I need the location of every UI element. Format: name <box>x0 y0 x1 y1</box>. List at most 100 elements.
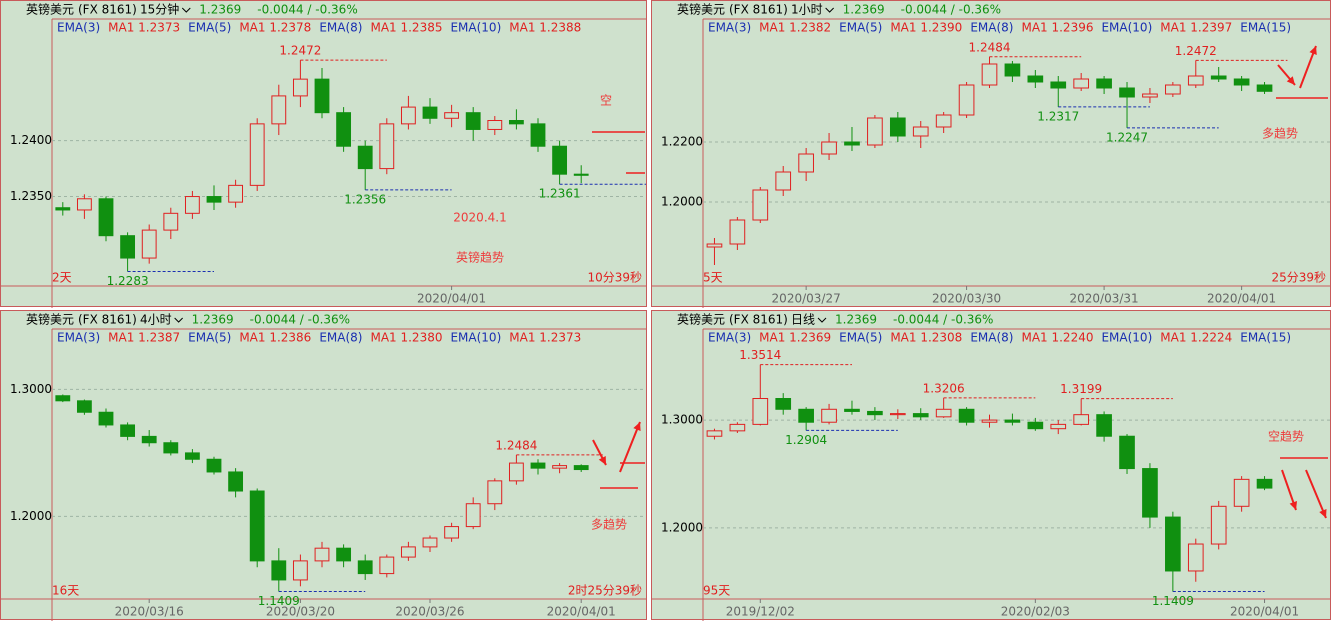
candle-body <box>141 229 157 259</box>
candle-body <box>249 123 265 186</box>
corner-right: 10分39秒 <box>587 271 642 285</box>
extreme-label: 1.2247 <box>1106 130 1148 144</box>
candle-body <box>1165 84 1181 95</box>
candle-body <box>552 465 568 469</box>
candle-body <box>163 212 179 231</box>
candle-body <box>508 462 524 482</box>
period-selector[interactable]: 日线 <box>791 313 815 327</box>
indicator-label: EMA(3) <box>708 331 751 345</box>
indicator-label: EMA(10) <box>450 21 501 35</box>
indicator-label: EMA(15) <box>1240 21 1291 35</box>
candle-body <box>912 126 929 137</box>
x-tick-label: 2020/04/01 <box>547 605 616 619</box>
indicator-label: MA1 1.2373 <box>108 21 180 35</box>
indicator-label: EMA(10) <box>1101 21 1152 35</box>
indicator-label: MA1 1.2396 <box>1021 21 1093 35</box>
candle-body <box>1096 414 1112 437</box>
extreme-label: 1.1409 <box>258 594 300 608</box>
symbol-code: (FX 8161) <box>729 313 788 327</box>
annotation: 空 <box>600 94 612 108</box>
candle-body <box>487 120 503 130</box>
candle-body <box>867 410 883 416</box>
candle-body <box>752 189 769 221</box>
last-price: 1.2369 <box>192 313 234 327</box>
corner-right: 2时25分39秒 <box>568 584 642 598</box>
header-bar <box>652 1 1330 19</box>
candle-body <box>935 114 952 128</box>
x-tick-label: 2020/03/31 <box>1070 292 1139 306</box>
price-change: -0.0044 / -0.36% <box>250 313 350 327</box>
candle-body <box>184 196 200 214</box>
arrow-head <box>1309 46 1317 55</box>
candle-body <box>444 112 460 119</box>
extreme-label: 1.1409 <box>1152 594 1194 608</box>
candle-body <box>228 184 244 203</box>
dropdown-chevron <box>817 317 827 323</box>
arrow-head <box>1319 509 1327 518</box>
period-selector[interactable]: 1小时 <box>791 3 823 17</box>
candle-body <box>573 465 589 471</box>
period-selector[interactable]: 15分钟 <box>140 2 179 17</box>
candle-body <box>487 480 503 505</box>
panel <box>651 0 1331 307</box>
candle-body <box>1256 478 1273 489</box>
extreme-label: 1.3514 <box>739 348 781 362</box>
candle-body <box>55 395 71 402</box>
candle-body <box>400 546 416 558</box>
x-tick-label: 2020/03/16 <box>115 605 184 619</box>
candle-body <box>821 408 837 423</box>
y-tick-label: 1.3000 <box>10 382 52 396</box>
y-tick-label: 1.2200 <box>661 135 703 149</box>
candle-body <box>400 106 416 125</box>
arrow-head <box>633 422 641 431</box>
candle-body <box>752 398 769 425</box>
candle-body <box>706 430 723 437</box>
candle-body <box>1004 419 1021 423</box>
y-tick-label: 1.2000 <box>10 509 52 523</box>
dropdown-chevron <box>174 317 183 323</box>
candle-body <box>76 198 92 211</box>
indicator-label: EMA(5) <box>188 21 231 35</box>
indicator-label: MA1 1.2382 <box>759 21 831 35</box>
candle-body <box>1165 516 1181 572</box>
candle-body <box>1119 435 1135 470</box>
indicator-label: MA1 1.2369 <box>759 331 831 345</box>
indicator-label: EMA(5) <box>188 331 231 345</box>
symbol-code: (FX 8161) <box>78 3 137 17</box>
annotation: 英镑趋势 <box>456 250 504 265</box>
candle-body <box>465 503 481 528</box>
extreme-label: 1.2472 <box>1175 44 1217 58</box>
candle-body <box>292 78 308 97</box>
y-tick-label: 1.2400 <box>10 133 52 147</box>
candle-body <box>184 452 200 460</box>
candle-body <box>163 442 179 454</box>
candle-body <box>1233 78 1250 86</box>
candle-body <box>206 196 222 203</box>
candle-body <box>935 408 952 418</box>
indicator-label: MA1 1.2380 <box>370 331 442 345</box>
indicator-label: EMA(10) <box>1101 331 1152 345</box>
candle-body <box>1210 505 1227 545</box>
candle-body <box>422 537 438 548</box>
extreme-label: 1.2356 <box>344 192 386 206</box>
indicator-label: MA1 1.2385 <box>370 21 442 35</box>
indicator-label: EMA(8) <box>319 331 362 345</box>
price-change: -0.0044 / -0.36% <box>893 313 993 327</box>
candle-body <box>76 400 92 413</box>
candle-body <box>798 408 814 423</box>
candle-body <box>1210 75 1227 80</box>
extreme-label: 1.3199 <box>1060 382 1102 396</box>
corner-left: 2天 <box>52 271 72 285</box>
candle-body <box>336 547 352 562</box>
corner-left: 16天 <box>52 584 79 598</box>
period-selector[interactable]: 4小时 <box>140 313 172 327</box>
candle-body <box>465 112 481 130</box>
y-tick-label: 1.2000 <box>661 195 703 209</box>
panel <box>651 310 1331 620</box>
candle-body <box>1073 78 1090 89</box>
candle-body <box>1027 421 1044 430</box>
y-tick-label: 1.3000 <box>661 413 703 427</box>
candle-body <box>821 141 837 155</box>
indicator-label: MA1 1.2378 <box>239 21 311 35</box>
x-tick-label: 2020/03/27 <box>772 292 841 306</box>
